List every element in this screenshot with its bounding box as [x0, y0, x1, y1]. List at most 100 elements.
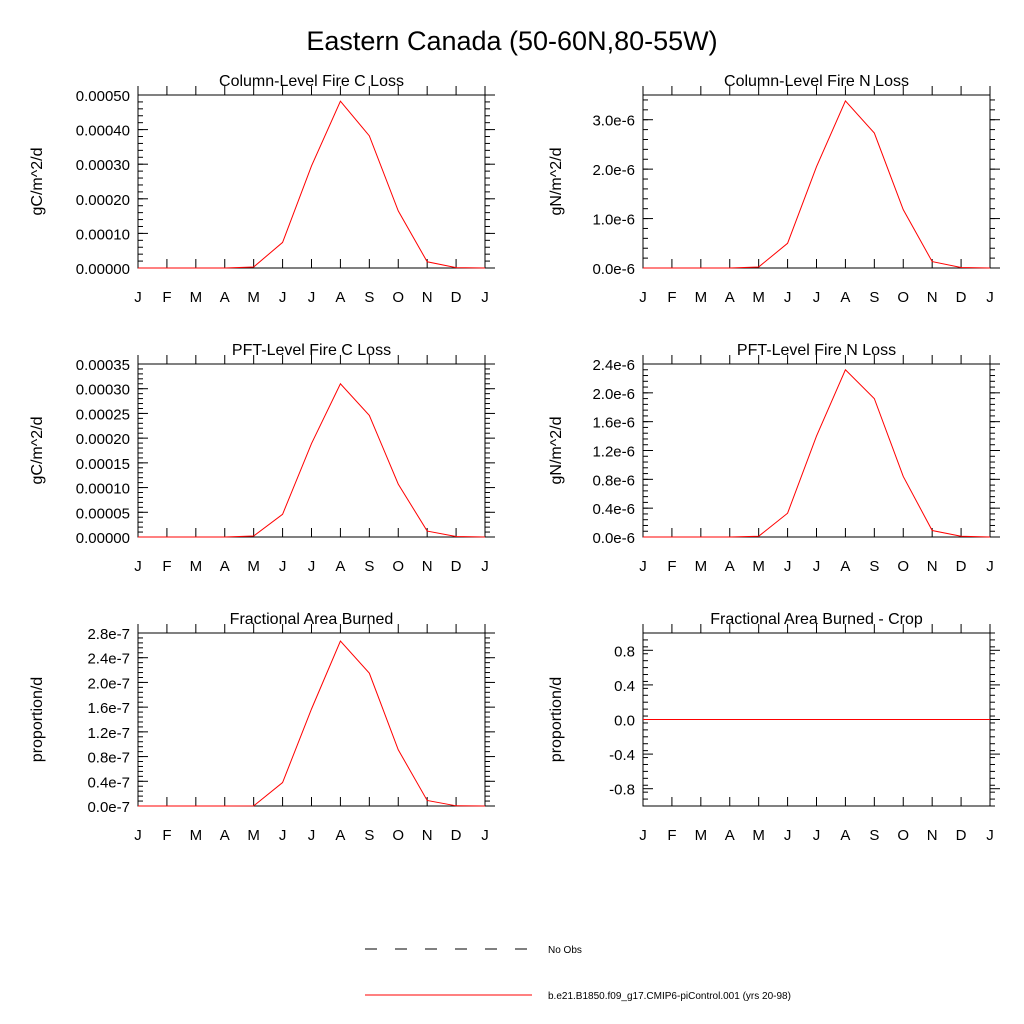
x-tick-label: J — [481, 558, 489, 575]
x-tick-label: D — [956, 289, 967, 306]
y-axis-label: gN/m^2/d — [548, 148, 565, 216]
x-tick-label: A — [335, 289, 345, 306]
y-tick-label: -0.8 — [609, 782, 635, 799]
x-tick-label: S — [869, 827, 879, 844]
x-tick-label: N — [422, 827, 433, 844]
panel-title: Fractional Area Burned - Crop — [710, 611, 923, 628]
x-tick-label: S — [364, 827, 374, 844]
x-tick-label: O — [392, 558, 404, 575]
x-tick-label: M — [247, 558, 260, 575]
y-tick-label: 0.00020 — [76, 192, 130, 209]
x-tick-label: F — [667, 289, 676, 306]
y-tick-label: 0.8e-6 — [592, 472, 635, 489]
y-tick-label: 0.0e-7 — [87, 799, 130, 816]
y-tick-label: -0.4 — [609, 747, 635, 764]
y-tick-label: 0.00015 — [76, 456, 130, 473]
panel-title: PFT-Level Fire N Loss — [737, 342, 896, 359]
x-tick-label: A — [220, 558, 230, 575]
y-tick-label: 2.0e-6 — [592, 386, 635, 403]
y-tick-label: 0.00000 — [76, 261, 130, 278]
x-tick-label: J — [279, 558, 287, 575]
x-tick-label: F — [667, 558, 676, 575]
y-tick-label: 0.8e-7 — [87, 750, 130, 767]
x-tick-label: J — [308, 558, 316, 575]
panel-title: PFT-Level Fire C Loss — [232, 342, 391, 359]
x-tick-label: O — [897, 289, 909, 306]
x-tick-label: M — [752, 289, 765, 306]
series-line-1 — [643, 100, 991, 269]
y-tick-label: 3.0e-6 — [592, 113, 635, 130]
x-tick-label: S — [869, 289, 879, 306]
x-tick-label: F — [667, 827, 676, 844]
y-axis-label: gC/m^2/d — [29, 148, 46, 216]
x-tick-label: M — [190, 827, 203, 844]
y-axis-label: proportion/d — [548, 677, 565, 762]
x-tick-label: J — [481, 827, 489, 844]
x-tick-label: J — [784, 558, 792, 575]
y-tick-label: 0.00010 — [76, 226, 130, 243]
x-tick-label: N — [927, 289, 938, 306]
y-tick-label: 0.4 — [614, 678, 635, 695]
x-tick-label: A — [725, 289, 735, 306]
y-tick-label: 0.0e-6 — [592, 530, 635, 547]
x-tick-label: J — [308, 289, 316, 306]
y-tick-label: 0.4e-7 — [87, 774, 130, 791]
x-tick-label: M — [247, 827, 260, 844]
y-tick-label: 0.0e-6 — [592, 261, 635, 278]
x-tick-label: M — [752, 558, 765, 575]
series-line-1 — [138, 640, 486, 807]
x-tick-label: J — [986, 289, 994, 306]
x-tick-label: N — [927, 558, 938, 575]
y-tick-label: 2.4e-7 — [87, 651, 130, 668]
y-tick-label: 0.00035 — [76, 357, 130, 374]
y-tick-label: 1.2e-7 — [87, 725, 130, 742]
y-tick-label: 0.0 — [614, 713, 635, 730]
x-tick-label: S — [364, 558, 374, 575]
x-tick-label: D — [451, 289, 462, 306]
x-tick-label: M — [247, 289, 260, 306]
x-tick-label: J — [813, 558, 821, 575]
y-tick-label: 2.4e-6 — [592, 357, 635, 374]
x-tick-label: F — [162, 289, 171, 306]
y-axis-label: proportion/d — [29, 677, 46, 762]
x-tick-label: J — [986, 827, 994, 844]
x-tick-label: F — [162, 827, 171, 844]
x-tick-label: O — [897, 827, 909, 844]
y-tick-label: 0.00050 — [76, 88, 130, 105]
y-tick-label: 2.0e-6 — [592, 162, 635, 179]
x-tick-label: F — [162, 558, 171, 575]
x-tick-label: A — [725, 827, 735, 844]
x-tick-label: D — [956, 558, 967, 575]
y-tick-label: 0.8 — [614, 643, 635, 660]
legend-label-model: b.e21.B1850.f09_g17.CMIP6-piControl.001 … — [548, 991, 791, 1002]
x-tick-label: N — [422, 289, 433, 306]
x-tick-label: J — [986, 558, 994, 575]
y-tick-label: 2.8e-7 — [87, 626, 130, 643]
x-tick-label: A — [220, 827, 230, 844]
x-tick-label: N — [422, 558, 433, 575]
series-line-1 — [138, 100, 486, 269]
legend: No Obs b.e21.B1850.f09_g17.CMIP6-piContr… — [365, 945, 791, 1002]
x-tick-label: J — [813, 289, 821, 306]
x-tick-label: J — [813, 827, 821, 844]
x-tick-label: O — [392, 289, 404, 306]
panel-title: Fractional Area Burned — [230, 611, 394, 628]
x-tick-label: M — [190, 289, 203, 306]
y-tick-label: 1.2e-6 — [592, 444, 635, 461]
x-tick-label: A — [220, 289, 230, 306]
x-tick-label: O — [392, 827, 404, 844]
y-tick-label: 0.00005 — [76, 505, 130, 522]
x-tick-label: J — [134, 558, 142, 575]
x-tick-label: M — [190, 558, 203, 575]
x-tick-label: S — [364, 289, 374, 306]
x-tick-label: J — [481, 289, 489, 306]
x-tick-label: M — [695, 558, 708, 575]
y-tick-label: 0.00010 — [76, 481, 130, 498]
panel-title: Column-Level Fire C Loss — [219, 73, 404, 90]
y-tick-label: 0.00000 — [76, 530, 130, 547]
